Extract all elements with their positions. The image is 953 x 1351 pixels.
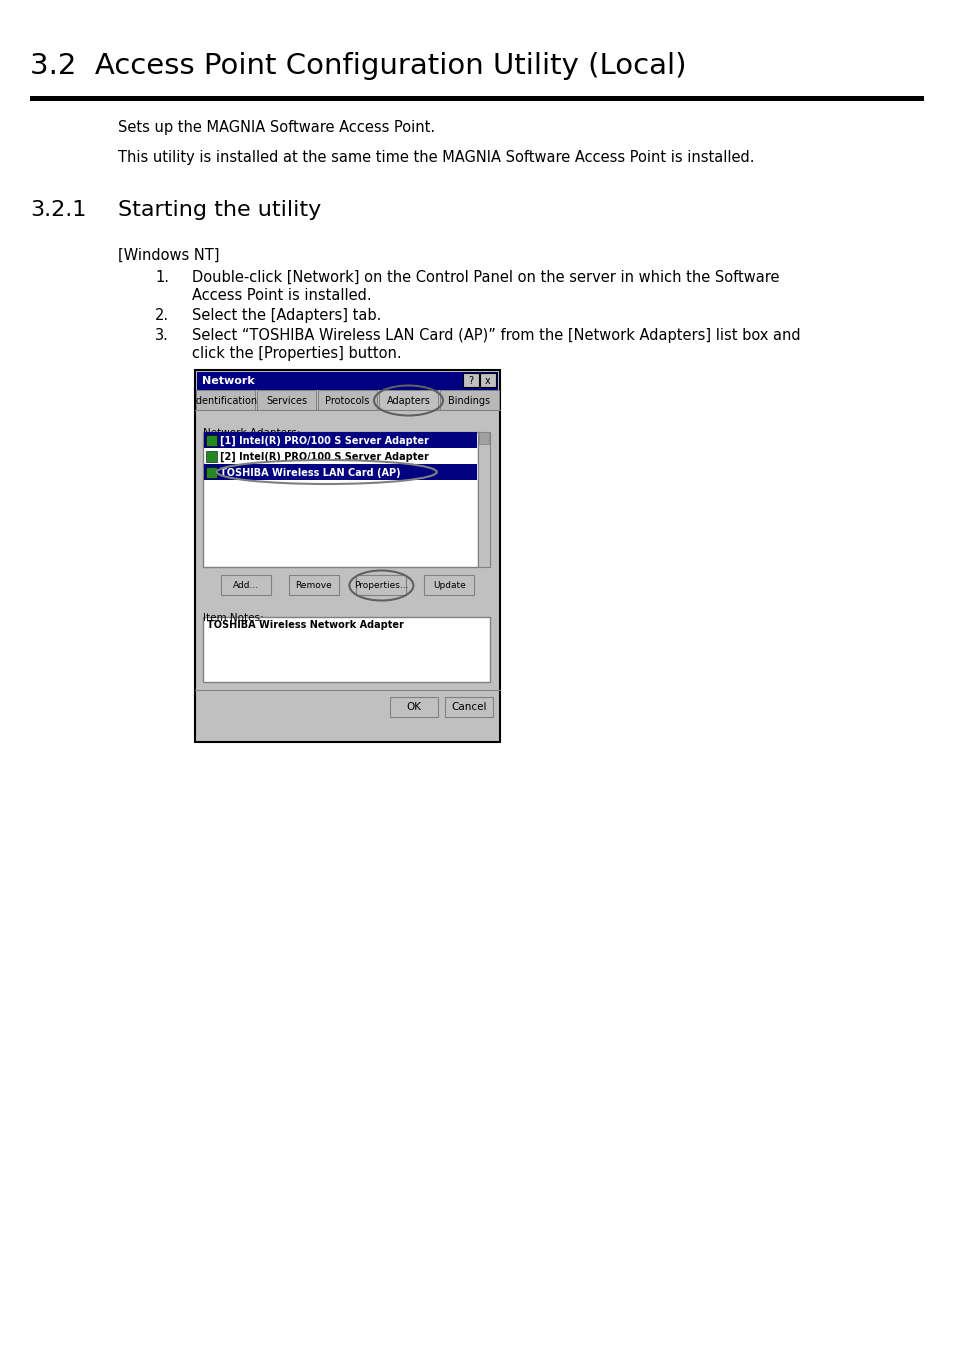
Text: Sets up the MAGNIA Software Access Point.: Sets up the MAGNIA Software Access Point… <box>118 120 435 135</box>
Text: TOSHIBA Wireless LAN Card (AP): TOSHIBA Wireless LAN Card (AP) <box>220 467 400 478</box>
Bar <box>479 373 496 386</box>
Bar <box>206 435 216 446</box>
Text: Services: Services <box>266 396 307 405</box>
Bar <box>444 697 493 717</box>
Bar <box>356 576 406 594</box>
Bar <box>477 432 490 567</box>
Text: x: x <box>485 376 491 385</box>
Text: [2] Intel(R) PRO/100 S Server Adapter: [2] Intel(R) PRO/100 S Server Adapter <box>220 453 429 462</box>
Text: Remove: Remove <box>294 581 332 590</box>
Text: [1] Intel(R) PRO/100 S Server Adapter: [1] Intel(R) PRO/100 S Server Adapter <box>220 436 429 446</box>
Bar <box>478 432 489 444</box>
Text: Select the [Adapters] tab.: Select the [Adapters] tab. <box>192 308 381 323</box>
Text: Item Notes:: Item Notes: <box>203 613 263 623</box>
Text: Double-click [Network] on the Control Panel on the server in which the Software: Double-click [Network] on the Control Pa… <box>192 270 779 285</box>
Text: [Windows NT]: [Windows NT] <box>118 249 219 263</box>
Text: Network: Network <box>202 376 254 385</box>
Text: Protocols: Protocols <box>325 396 370 405</box>
Bar <box>194 370 499 742</box>
Text: click the [Properties] button.: click the [Properties] button. <box>192 346 401 361</box>
Text: 3.2  Access Point Configuration Utility (Local): 3.2 Access Point Configuration Utility (… <box>30 51 686 80</box>
Text: 3.2.1: 3.2.1 <box>30 200 87 220</box>
Text: Select “TOSHIBA Wireless LAN Card (AP)” from the [Network Adapters] list box and: Select “TOSHIBA Wireless LAN Card (AP)” … <box>192 328 800 343</box>
Bar <box>204 432 477 449</box>
Text: Network Adapters:: Network Adapters: <box>203 428 300 438</box>
Text: Access Point is installed.: Access Point is installed. <box>192 288 372 303</box>
Text: 3.: 3. <box>154 328 169 343</box>
Text: Properties...: Properties... <box>354 581 408 590</box>
Bar <box>439 390 498 409</box>
Bar <box>203 617 490 682</box>
Bar <box>196 372 497 390</box>
Bar <box>378 390 437 409</box>
Text: Update: Update <box>433 581 465 590</box>
Bar <box>390 697 437 717</box>
Text: OK: OK <box>406 703 421 712</box>
Bar <box>289 576 338 594</box>
Bar <box>317 390 376 409</box>
Text: Cancel: Cancel <box>451 703 486 712</box>
Text: ?: ? <box>468 376 473 385</box>
Text: Adapters: Adapters <box>386 396 430 405</box>
Text: Starting the utility: Starting the utility <box>118 200 321 220</box>
Bar <box>462 373 478 386</box>
Text: This utility is installed at the same time the MAGNIA Software Access Point is i: This utility is installed at the same ti… <box>118 150 754 165</box>
Text: TOSHIBA Wireless Network Adapter: TOSHIBA Wireless Network Adapter <box>207 620 403 630</box>
Text: Identification: Identification <box>193 396 257 405</box>
Bar <box>195 390 254 409</box>
Bar <box>203 432 477 567</box>
Bar <box>30 96 923 101</box>
Bar <box>256 390 315 409</box>
Text: Add...: Add... <box>233 581 258 590</box>
Text: 2.: 2. <box>154 308 169 323</box>
Bar <box>204 463 477 480</box>
Bar <box>206 467 216 478</box>
Bar <box>206 451 216 462</box>
Bar <box>220 576 271 594</box>
Text: Bindings: Bindings <box>448 396 490 405</box>
Text: 1.: 1. <box>154 270 169 285</box>
Bar <box>424 576 474 594</box>
